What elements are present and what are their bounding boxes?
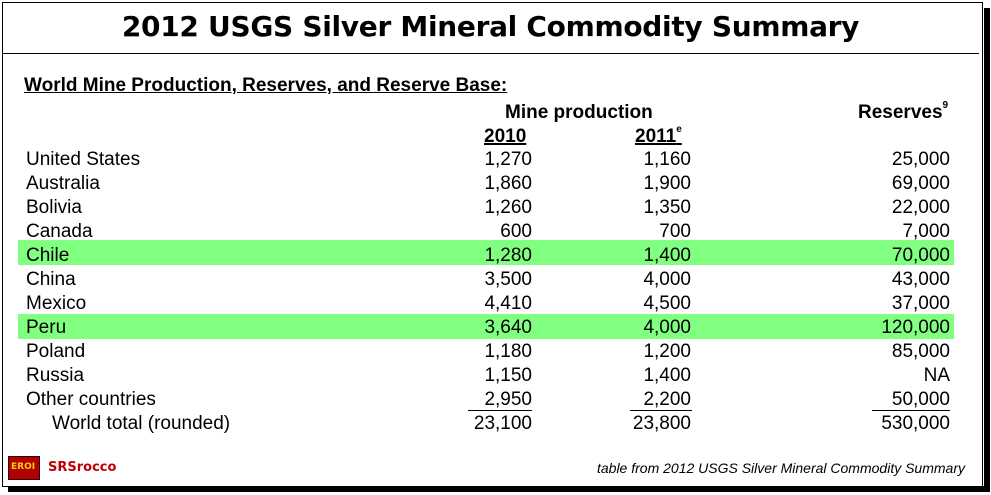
value-2011-cell: 2,200	[643, 389, 691, 410]
source-note: table from 2012 USGS Silver Mineral Comm…	[596, 460, 965, 476]
year-2011-header: 2011e	[635, 123, 682, 148]
value-2011-cell: 1,350	[643, 197, 691, 218]
country-cell: Mexico	[26, 293, 87, 314]
total-rule-2011	[630, 410, 692, 411]
value-2010-cell: 3,640	[484, 317, 532, 338]
value-2011-cell: 4,500	[643, 293, 691, 314]
value-2010-cell: 2,950	[484, 389, 532, 410]
value-2011-cell: 1,160	[643, 149, 691, 170]
reserves-cell: 530,000	[881, 413, 950, 434]
table-row: World total (rounded) 23,100 23,800 530,000	[0, 412, 981, 436]
reserves-cell: 7,000	[902, 221, 950, 242]
reserves-header: Reserves9	[858, 99, 949, 124]
value-2011-cell: 4,000	[643, 269, 691, 290]
value-2011-cell: 700	[659, 221, 691, 242]
reserves-cell: 50,000	[891, 389, 950, 410]
country-cell: Australia	[26, 173, 100, 194]
value-2011-cell: 1,400	[643, 245, 691, 266]
value-2010-cell: 1,280	[484, 245, 532, 266]
logo-text: EROI	[11, 462, 36, 472]
value-2010-cell: 1,260	[484, 197, 532, 218]
value-2010-cell: 1,860	[484, 173, 532, 194]
reserves-cell: 25,000	[891, 149, 950, 170]
reserves-cell: 120,000	[881, 317, 950, 338]
frame-shadow-right	[984, 8, 990, 489]
value-2010-cell: 600	[500, 221, 532, 242]
page-title: 2012 USGS Silver Mineral Commodity Summa…	[121, 10, 860, 43]
value-2010-cell: 1,150	[484, 365, 532, 386]
value-2011-cell: 1,400	[643, 365, 691, 386]
reserves-cell: 43,000	[891, 269, 950, 290]
value-2010-cell: 4,410	[484, 293, 532, 314]
year-2010-header: 2010	[484, 126, 527, 147]
reserves-cell: NA	[923, 365, 950, 386]
table-row: Chile 1,280 1,400 70,000	[0, 244, 981, 268]
mine-production-header: Mine production	[505, 102, 653, 123]
section-heading: World Mine Production, Reserves, and Res…	[24, 75, 508, 96]
country-cell: United States	[26, 149, 141, 170]
table-row: Mexico 4,410 4,500 37,000	[0, 292, 981, 316]
highlight-peru	[18, 314, 954, 339]
value-2011-cell: 1,900	[643, 173, 691, 194]
reserves-footnote-marker: 9	[942, 99, 949, 111]
table-row: Russia 1,150 1,400 NA	[0, 364, 981, 388]
country-cell: Poland	[26, 341, 86, 362]
country-cell: China	[26, 269, 76, 290]
country-cell: Canada	[26, 221, 93, 242]
value-2010-cell: 1,270	[484, 149, 532, 170]
country-cell: Chile	[26, 245, 70, 266]
table-row: Australia 1,860 1,900 69,000	[0, 172, 981, 196]
table-row: Other countries 2,950 2,200 50,000	[0, 388, 981, 412]
country-cell: Russia	[26, 365, 85, 386]
country-cell: Bolivia	[26, 197, 82, 218]
table-row: United States 1,270 1,160 25,000	[0, 148, 981, 172]
title-divider	[3, 53, 979, 54]
table-row: Canada 600 700 7,000	[0, 220, 981, 244]
value-2011-cell: 1,200	[643, 341, 691, 362]
reserves-cell: 70,000	[891, 245, 950, 266]
total-rule-reserves	[872, 410, 950, 411]
country-cell: Peru	[26, 317, 67, 338]
frame-shadow-bottom	[8, 486, 990, 492]
reserves-cell: 85,000	[891, 341, 950, 362]
country-cell: World total (rounded)	[52, 413, 231, 434]
table-row: Peru 3,640 4,000 120,000	[0, 316, 981, 340]
value-2010-cell: 3,500	[484, 269, 532, 290]
value-2011-cell: 4,000	[643, 317, 691, 338]
total-rule-2010	[468, 410, 532, 411]
value-2010-cell: 1,180	[484, 341, 532, 362]
reserves-header-label: Reserves	[858, 102, 943, 123]
table-row: Poland 1,180 1,200 85,000	[0, 340, 981, 364]
country-cell: Other countries	[26, 389, 156, 410]
value-2010-cell: 23,100	[473, 413, 532, 434]
highlight-chile	[18, 240, 954, 265]
table-row: Bolivia 1,260 1,350 22,000	[0, 196, 981, 220]
reserves-cell: 69,000	[891, 173, 950, 194]
value-2011-cell: 23,800	[632, 413, 691, 434]
brand-name: SRSrocco	[48, 460, 117, 475]
table-row: China 3,500 4,000 43,000	[0, 268, 981, 292]
eroi-logo-icon: EROI	[8, 456, 40, 480]
year-2011-estimate-marker: e	[676, 123, 682, 135]
year-2011-label: 2011	[635, 126, 677, 147]
reserves-cell: 22,000	[891, 197, 950, 218]
reserves-cell: 37,000	[891, 293, 950, 314]
